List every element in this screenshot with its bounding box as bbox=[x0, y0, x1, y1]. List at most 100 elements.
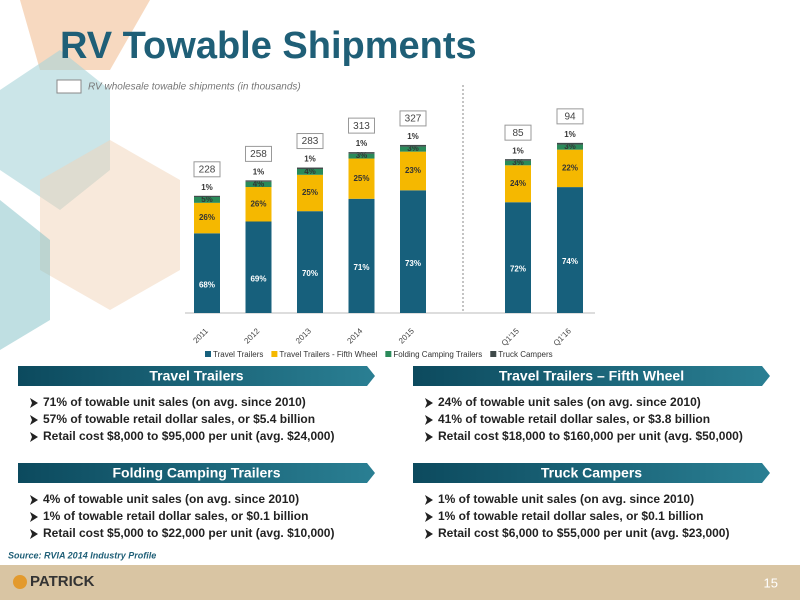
bar-segment bbox=[297, 211, 323, 313]
data-label: 1% bbox=[356, 139, 368, 148]
bullet-text: 71% of towable unit sales (on avg. since… bbox=[43, 395, 306, 409]
bullet-arrow bbox=[30, 512, 38, 522]
bullet-arrow bbox=[425, 415, 433, 425]
bar-segment bbox=[505, 202, 531, 313]
data-label: 73% bbox=[405, 259, 421, 268]
data-label: 3% bbox=[356, 151, 368, 160]
legend-label: Travel Trailers - Fifth Wheel bbox=[279, 350, 377, 359]
bullet-text: 57% of towable retail dollar sales, or $… bbox=[43, 412, 315, 426]
logo-mark bbox=[13, 575, 27, 589]
bullet-text: 4% of towable unit sales (on avg. since … bbox=[43, 492, 299, 506]
total-label: 85 bbox=[512, 128, 524, 139]
total-box bbox=[348, 117, 375, 134]
decor bbox=[40, 140, 180, 310]
section-header bbox=[413, 463, 770, 483]
bullet-text: 1% of towable unit sales (on avg. since … bbox=[438, 492, 694, 506]
legend-swatch bbox=[271, 351, 278, 357]
data-label: 1% bbox=[201, 183, 213, 192]
bar-segment bbox=[348, 158, 375, 199]
data-label: 1% bbox=[304, 155, 316, 164]
data-label: 24% bbox=[510, 179, 526, 188]
subtitle: RV wholesale towable shipments (in thous… bbox=[88, 82, 301, 93]
bar-segment bbox=[194, 202, 220, 234]
bullet-text: Retail cost $18,000 to $160,000 per unit… bbox=[438, 429, 743, 443]
bullet-arrow bbox=[30, 495, 38, 505]
bullet-text: Retail cost $8,000 to $95,000 per unit (… bbox=[43, 429, 334, 443]
bar-segment bbox=[245, 180, 272, 182]
total-label: 94 bbox=[564, 112, 576, 123]
section-header bbox=[18, 366, 375, 386]
legend-box bbox=[56, 79, 82, 94]
bar-segment bbox=[348, 153, 375, 159]
logo: PATRICK bbox=[30, 573, 95, 590]
data-label: 4% bbox=[304, 167, 316, 176]
bar-segment bbox=[505, 160, 531, 166]
total-box bbox=[504, 124, 532, 141]
data-label: 26% bbox=[250, 199, 266, 208]
bullet-text: Retail cost $6,000 to $55,000 per unit (… bbox=[438, 526, 729, 540]
data-label: 22% bbox=[562, 163, 578, 172]
data-label: 3% bbox=[512, 158, 524, 167]
bar-segment bbox=[194, 196, 220, 203]
section-title: Travel Trailers – Fifth Wheel bbox=[499, 368, 684, 384]
legend-swatch bbox=[385, 351, 392, 357]
bar-segment bbox=[348, 152, 375, 154]
legend-swatch bbox=[490, 351, 497, 357]
data-label: 69% bbox=[250, 274, 266, 283]
bullet-text: Retail cost $5,000 to $22,000 per unit (… bbox=[43, 526, 334, 540]
bar-segment bbox=[557, 187, 583, 313]
bar-segment bbox=[557, 142, 583, 145]
legend-label: Folding Camping Trailers bbox=[393, 350, 482, 359]
bar-segment bbox=[557, 149, 583, 188]
total-label: 327 bbox=[405, 114, 422, 125]
bullet-arrow bbox=[30, 398, 38, 408]
bullet-arrow bbox=[425, 512, 433, 522]
bar-segment bbox=[297, 168, 323, 175]
sections: Travel Trailers 71% of towable unit sales… bbox=[18, 366, 770, 540]
total-label: 283 bbox=[302, 136, 319, 147]
section-title: Truck Campers bbox=[541, 465, 642, 481]
data-label: 3% bbox=[564, 142, 576, 151]
bar-segment bbox=[348, 198, 375, 313]
page-number: 15 bbox=[764, 575, 778, 590]
legend-label: Travel Trailers bbox=[213, 350, 263, 359]
total-label: 228 bbox=[199, 164, 216, 175]
data-label: 70% bbox=[302, 269, 318, 278]
legend-label: Truck Campers bbox=[498, 350, 552, 359]
bar-segment bbox=[400, 144, 426, 147]
data-label: 23% bbox=[405, 166, 421, 175]
data-label: 1% bbox=[512, 146, 524, 155]
section-header bbox=[18, 463, 375, 483]
data-label: 68% bbox=[199, 280, 215, 289]
bullet-text: 41% of towable retail dollar sales, or $… bbox=[438, 412, 710, 426]
total-box bbox=[193, 161, 221, 178]
section-title: Folding Camping Trailers bbox=[112, 465, 280, 481]
bar-segment bbox=[297, 167, 323, 169]
total-box bbox=[399, 110, 427, 127]
section-header bbox=[413, 366, 770, 386]
decor bbox=[0, 200, 50, 350]
data-label: 5% bbox=[201, 195, 213, 204]
bullet-arrow bbox=[425, 432, 433, 442]
total-label: 258 bbox=[250, 149, 267, 160]
bullet-arrow bbox=[425, 529, 433, 539]
bullet-arrow bbox=[30, 415, 38, 425]
data-label: 3% bbox=[407, 144, 419, 153]
chart: 68%26%5%1%228201169%26%4%1%258201270%25%… bbox=[191, 108, 584, 359]
data-label: 4% bbox=[253, 179, 265, 188]
bar-segment bbox=[194, 195, 220, 197]
footer bbox=[0, 565, 800, 600]
bullet-text: 1% of towable retail dollar sales, or $0… bbox=[438, 509, 703, 523]
data-label: 71% bbox=[353, 263, 369, 272]
total-label: 313 bbox=[353, 121, 370, 132]
bullet-arrow bbox=[425, 495, 433, 505]
data-label: 25% bbox=[353, 174, 369, 183]
bar-segment bbox=[400, 146, 426, 152]
section-title: Travel Trailers bbox=[149, 368, 243, 384]
bar-segment bbox=[557, 144, 583, 150]
bar-segment bbox=[505, 165, 531, 203]
bar-segment bbox=[400, 190, 426, 313]
bullet-arrow bbox=[30, 432, 38, 442]
bullet-text: 24% of towable unit sales (on avg. since… bbox=[438, 395, 701, 409]
